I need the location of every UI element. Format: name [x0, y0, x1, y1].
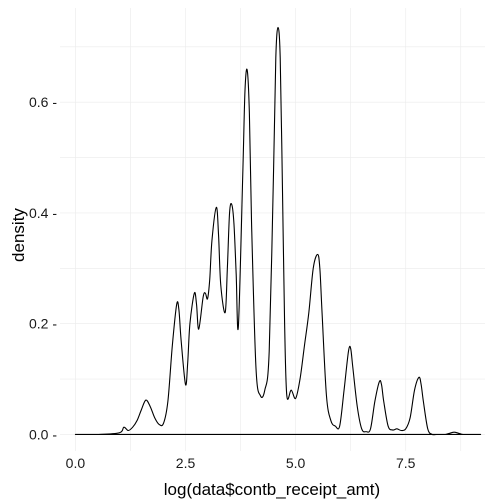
y-tick-label: 0.0 -	[29, 426, 57, 442]
x-tick-label: 0.0	[66, 455, 86, 471]
x-tick-label: 5.0	[286, 455, 306, 471]
y-tick-label: 0.4 -	[29, 205, 57, 221]
x-axis-title: log(data$contb_receipt_amt)	[164, 480, 380, 499]
y-axis-ticks: 0.0 - 0.2 - 0.4 - 0.6 -	[29, 94, 57, 442]
x-axis-ticks: 0.0 2.5 5.0 7.5	[66, 455, 416, 471]
x-tick-label: 7.5	[396, 455, 416, 471]
y-axis-title: density	[9, 208, 28, 262]
density-curve	[74, 26, 482, 436]
y-tick-label: 0.6 -	[29, 94, 57, 110]
density-series	[74, 26, 482, 436]
y-tick-label: 0.2 -	[29, 316, 57, 332]
x-tick-label: 2.5	[176, 455, 196, 471]
